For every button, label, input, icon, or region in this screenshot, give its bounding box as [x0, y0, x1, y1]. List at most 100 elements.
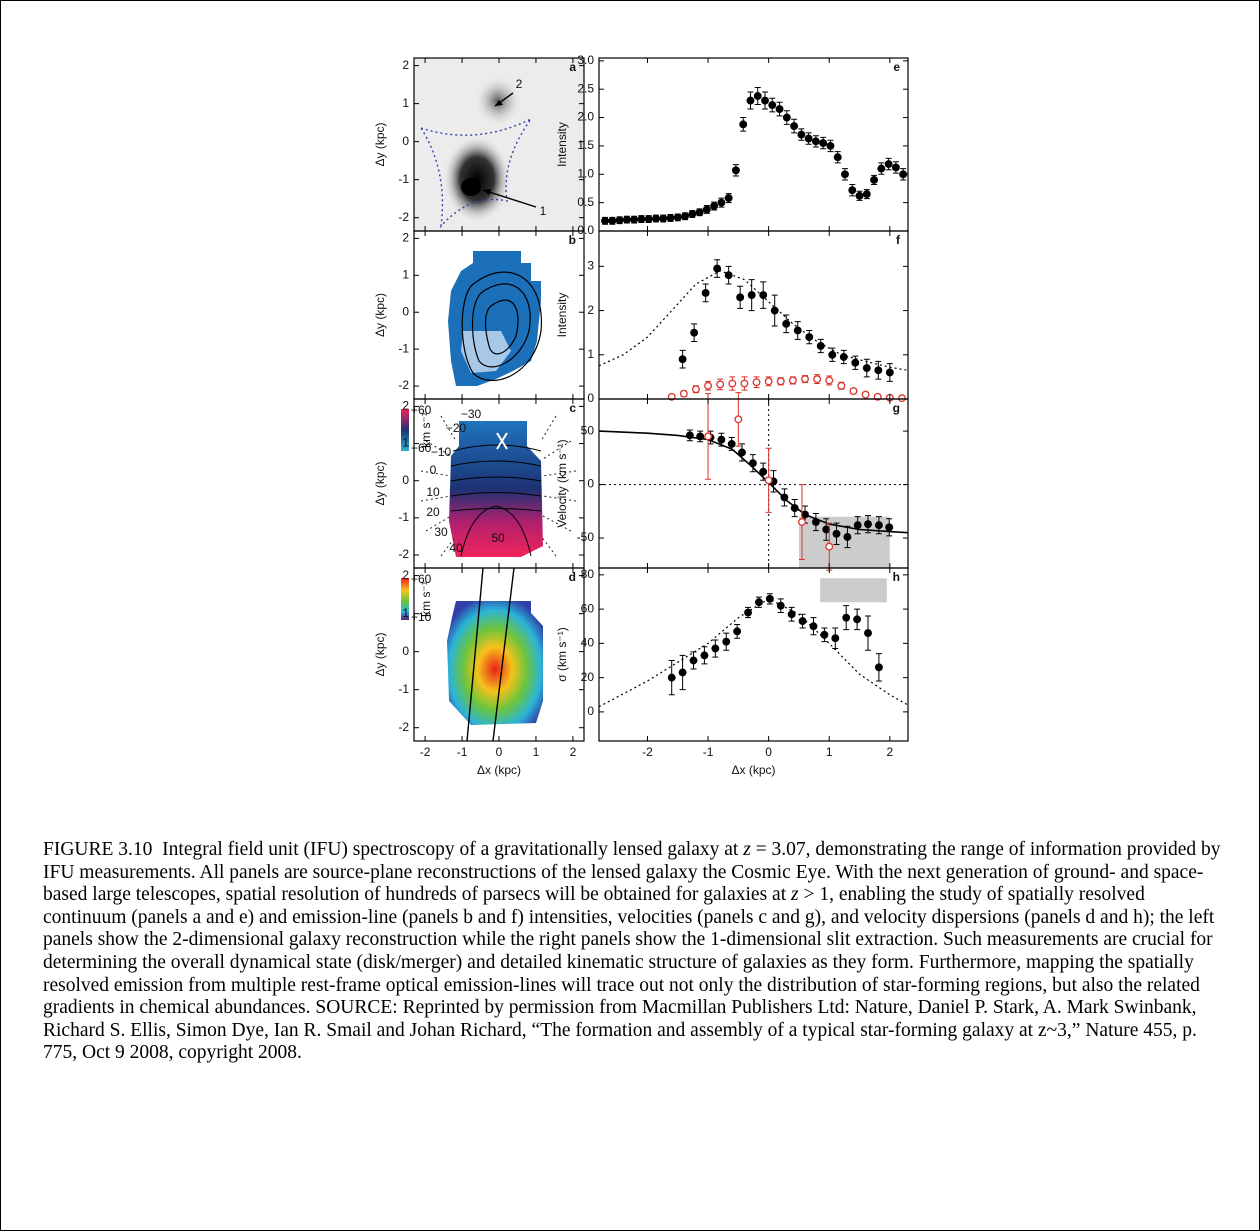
- y-tick-label: 0.0: [577, 223, 594, 237]
- y-tick-label: 2: [402, 399, 409, 413]
- panel-letter: a: [569, 60, 576, 74]
- data-point: [691, 385, 700, 394]
- colorbar-unit: km s⁻¹: [419, 581, 433, 617]
- data-point: [716, 380, 725, 389]
- data-point: [780, 493, 789, 502]
- data-point: [825, 376, 834, 385]
- figure: -2 -1 0 1 2 Δy (kpc) a 2 1 -2 -1 0 1 2 Δy (kpc) b -2 -1 0 1…: [373, 53, 909, 777]
- caption-text: = 3.07, demonstrating the range of infor…: [43, 839, 1226, 906]
- data-point: [722, 637, 731, 646]
- data-point: [782, 113, 791, 122]
- colorbar-label: +10: [411, 610, 432, 624]
- y-tick-label: -50: [577, 530, 595, 544]
- data-point: [776, 601, 785, 610]
- x-tick-label: 2: [886, 745, 893, 759]
- data-point: [831, 634, 840, 643]
- y-tick-label: 0: [402, 473, 409, 487]
- y-tick-label: 3: [587, 259, 594, 273]
- data-point: [770, 306, 779, 315]
- data-point: [717, 198, 726, 207]
- data-point: [733, 627, 742, 636]
- data-point: [798, 518, 806, 526]
- y-tick-label: 3.0: [577, 53, 594, 67]
- annotation: −30: [461, 407, 482, 421]
- y-tick-label: -2: [398, 378, 409, 392]
- data-point: [702, 205, 711, 214]
- annotation: 20: [426, 505, 440, 519]
- data-point: [700, 651, 709, 660]
- y-tick-label: 0: [587, 391, 594, 405]
- data-point: [801, 510, 809, 519]
- panel-letter: e: [893, 60, 900, 74]
- shaded-region: [820, 578, 887, 603]
- data-point: [746, 96, 755, 105]
- caption-text: > 1, enabling the study of spatially res…: [43, 884, 1220, 1064]
- data-point: [731, 166, 740, 175]
- data-point: [695, 208, 704, 217]
- x-tick-label: 1: [533, 745, 540, 759]
- data-point: [841, 170, 849, 179]
- data-point: [874, 366, 883, 375]
- data-point: [752, 378, 761, 387]
- data-point: [764, 377, 773, 386]
- y-axis-label: σ (km s⁻¹): [555, 627, 569, 681]
- data-point: [809, 622, 818, 631]
- y-tick-label: 1.0: [577, 166, 594, 180]
- data-point: [608, 216, 617, 225]
- data-point: [622, 215, 631, 224]
- data-point: [717, 435, 726, 444]
- data-point: [820, 630, 829, 639]
- data-point: [897, 394, 906, 403]
- panel-frame: [598, 230, 909, 400]
- image-c: [401, 409, 577, 557]
- x-tick-label: -1: [703, 745, 714, 759]
- panel-letter: f: [896, 233, 901, 247]
- data-point: [753, 92, 762, 100]
- y-axis-label: Intensity: [555, 293, 569, 338]
- y-tick-label: -2: [398, 210, 409, 224]
- y-axis-label: Δy (kpc): [373, 632, 387, 676]
- caption: FIGURE 3.10 Integral field unit (IFU) sp…: [43, 839, 1233, 1065]
- y-tick-label: 50: [581, 423, 595, 437]
- data-point: [816, 341, 825, 350]
- y-tick-label: 20: [581, 670, 595, 684]
- caption-text: z: [791, 884, 799, 906]
- data-point: [790, 504, 799, 513]
- data-point: [832, 529, 841, 538]
- annotation: −10: [431, 445, 452, 459]
- y-tick-label: 0: [587, 704, 594, 718]
- panel-letter: g: [893, 401, 900, 415]
- data-point: [728, 379, 737, 388]
- y-tick-label: 80: [581, 567, 595, 581]
- data-point: [842, 613, 851, 622]
- annotation: −20: [446, 421, 467, 435]
- data-point: [744, 608, 752, 617]
- y-tick-label: 1: [402, 606, 409, 620]
- panel-letter: d: [569, 570, 576, 584]
- data-point: [822, 525, 831, 534]
- y-tick-label: 2.0: [577, 110, 594, 124]
- data-point: [759, 467, 768, 476]
- y-tick-label: -1: [398, 682, 409, 696]
- data-point: [843, 533, 852, 541]
- data-point: [851, 358, 860, 367]
- y-tick-label: 2.5: [577, 81, 594, 95]
- data-point: [825, 542, 834, 551]
- caption-text: z: [743, 839, 751, 860]
- panel-letter: c: [569, 401, 576, 415]
- data-point: [637, 215, 646, 224]
- data-point: [738, 448, 746, 457]
- data-point: [853, 521, 862, 530]
- data-point: [761, 96, 769, 105]
- y-tick-label: 60: [581, 601, 595, 615]
- data-point: [853, 615, 862, 624]
- data-point: [805, 333, 814, 342]
- data-point: [724, 194, 733, 203]
- data-point: [747, 291, 756, 300]
- data-point: [861, 390, 870, 399]
- data-point: [813, 375, 822, 384]
- panel-frame: [598, 57, 909, 232]
- y-tick-label: 1: [402, 96, 409, 110]
- y-tick-label: 0: [402, 644, 409, 658]
- image-d: [401, 567, 543, 742]
